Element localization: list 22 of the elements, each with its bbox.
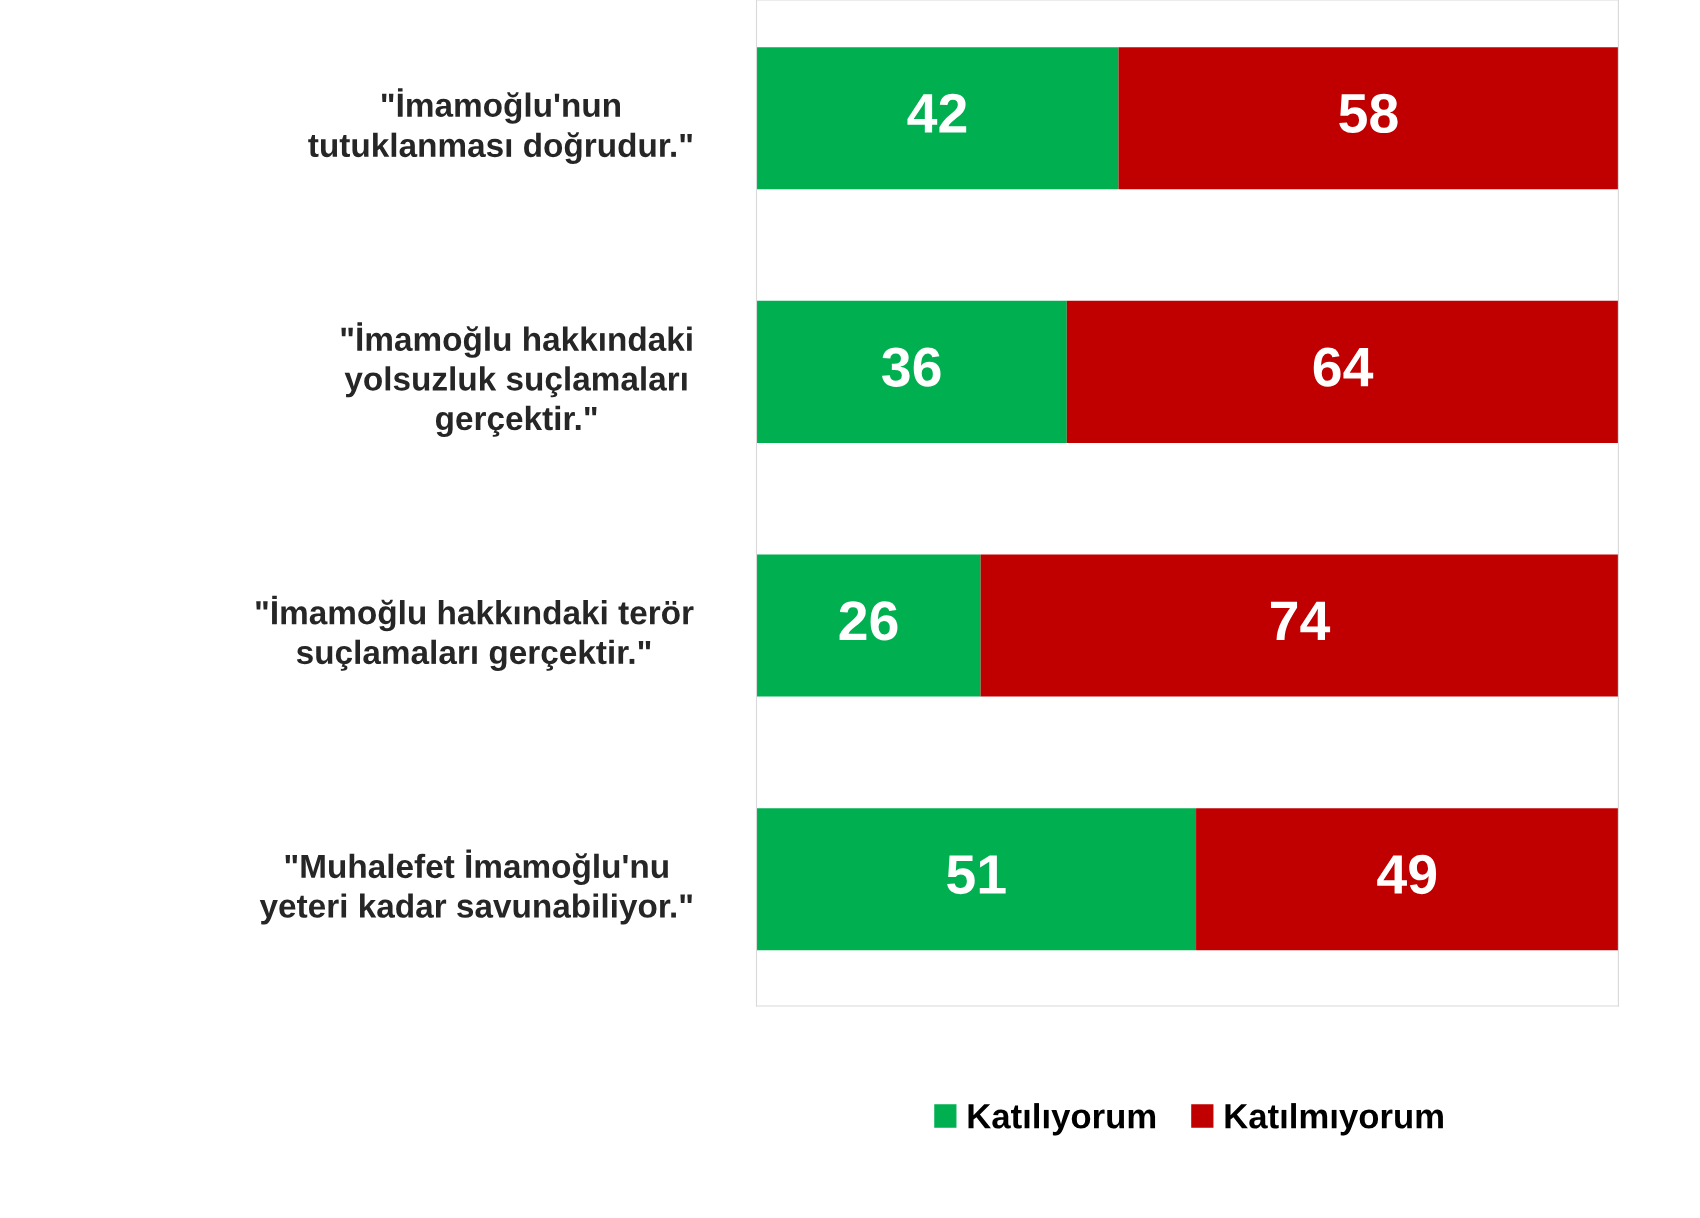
- data-label: 74: [1270, 601, 1331, 640]
- bar: [756, 300, 1067, 443]
- bar: [756, 808, 1197, 951]
- data-label: 51: [947, 855, 1006, 895]
- y-tick-label: "İmamoğlu hakkındaki yolsuzluk suçlamaları gerçektir.": [341, 322, 692, 438]
- y-tick-label: "İmamoğlu hakkındaki terör suçlamaları gerçektir.": [256, 595, 694, 671]
- bar: [756, 47, 1119, 190]
- legend-label: Katılmıyorum: [1225, 1103, 1443, 1136]
- data-label: 26: [839, 601, 898, 641]
- bar: [980, 554, 1619, 697]
- data-label: 36: [882, 347, 941, 387]
- data-label: 42: [907, 93, 967, 133]
- data-label: 58: [1339, 93, 1398, 134]
- y-tick-label: "İmamoğlu'nun tutuklanması doğrudur.": [308, 88, 692, 164]
- bar: [756, 554, 981, 697]
- bar: [1118, 47, 1619, 190]
- bar: [1196, 808, 1619, 951]
- legend-label: Katılıyorum: [968, 1103, 1156, 1136]
- data-label: 49: [1377, 854, 1437, 895]
- y-tick-label: "Muhalefet İmamoğlu'nu yeteri kadar savunabiliyor.": [259, 849, 692, 925]
- data-label: 64: [1313, 347, 1374, 387]
- bar: [1066, 300, 1619, 443]
